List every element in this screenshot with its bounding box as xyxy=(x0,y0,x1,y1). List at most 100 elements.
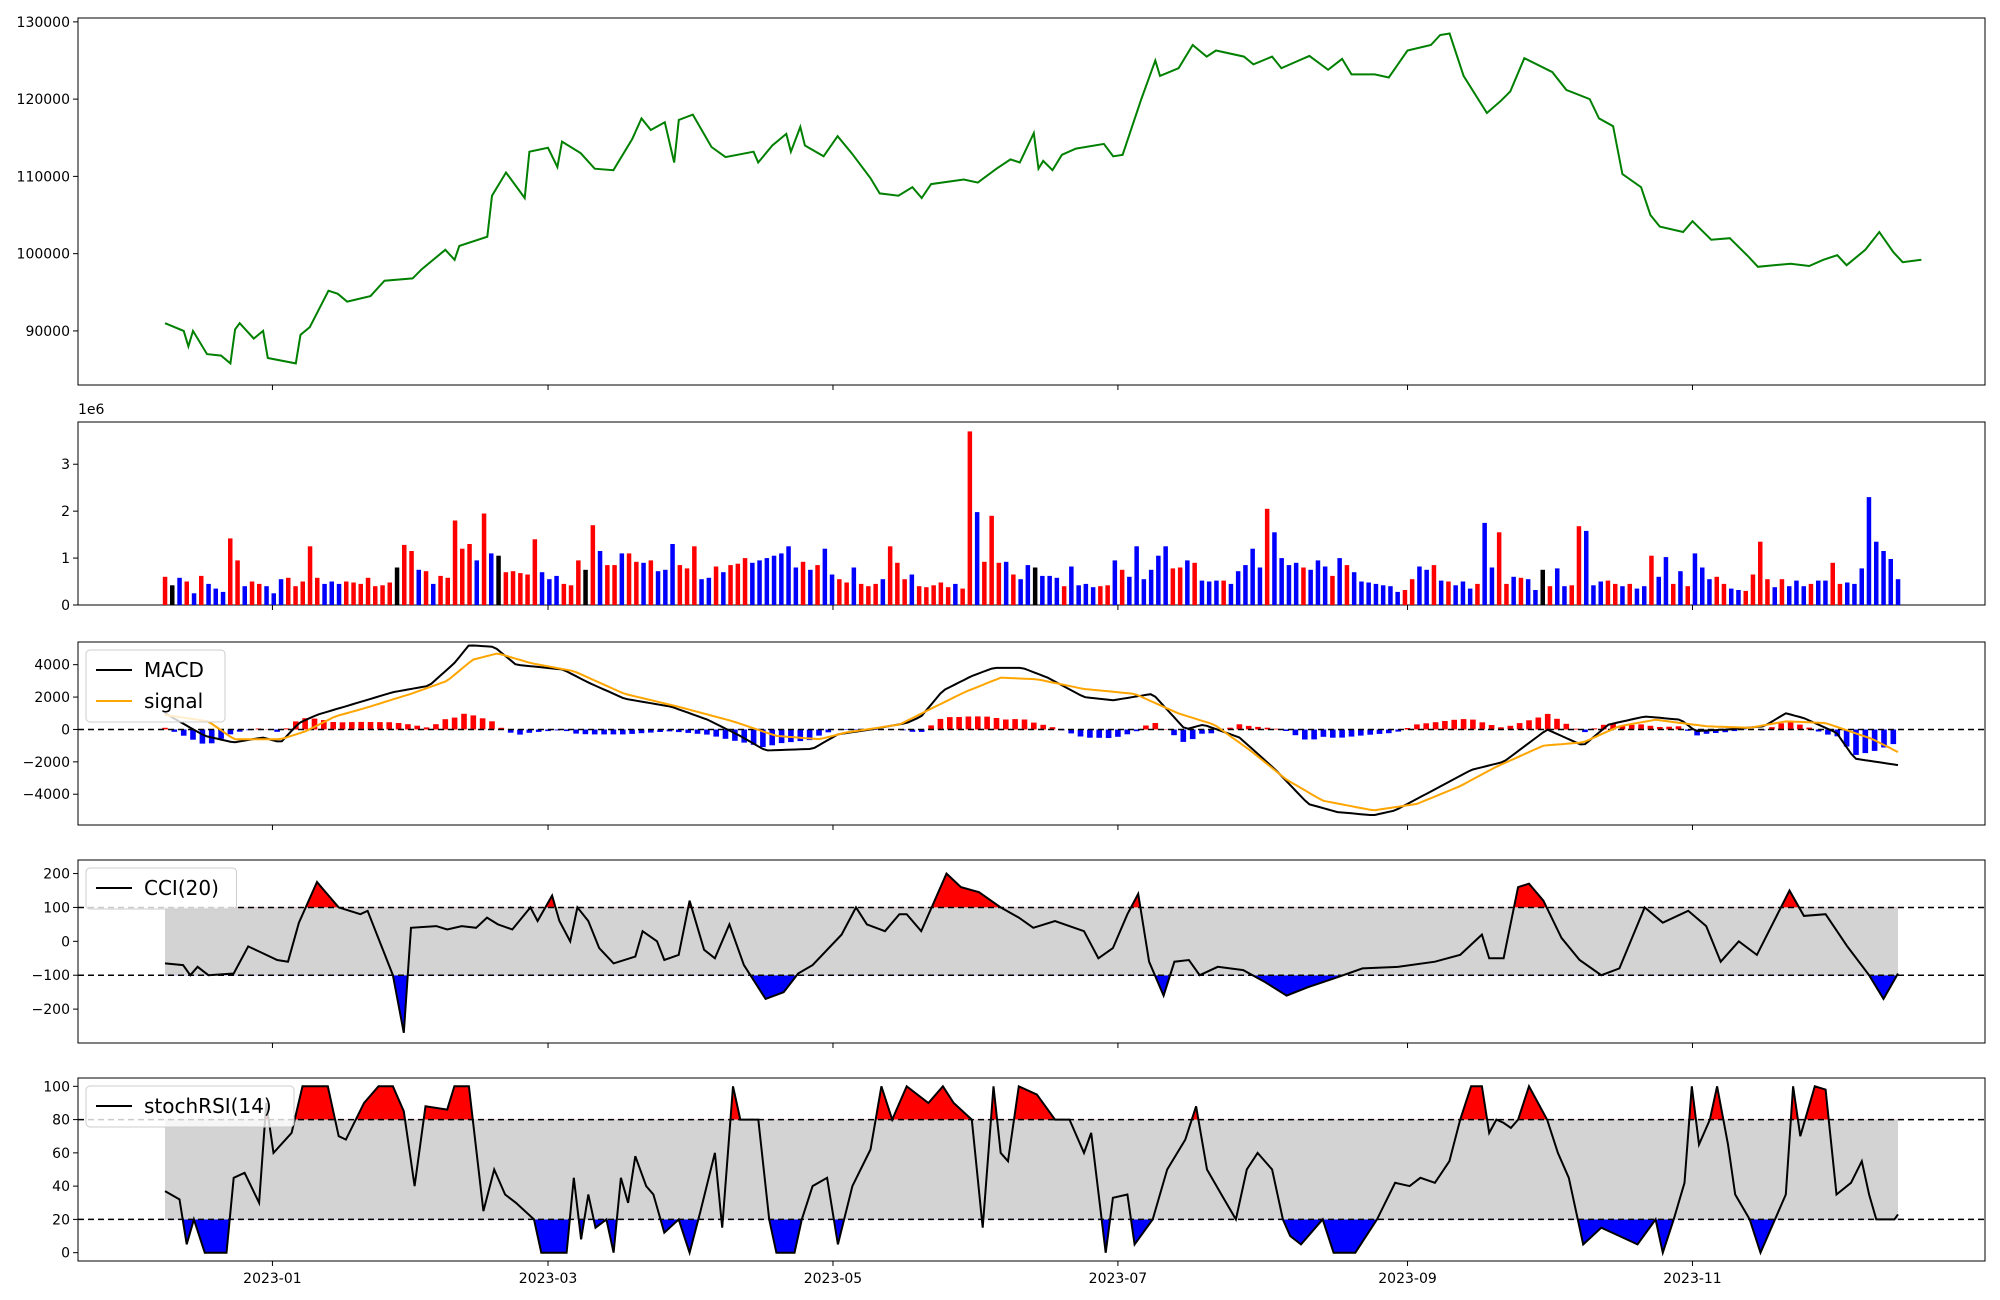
macd-histogram-bar xyxy=(1451,719,1458,730)
macd-histogram-bar xyxy=(1563,723,1570,730)
volume-bar xyxy=(1642,586,1647,605)
volume-bar xyxy=(960,588,965,605)
volume-bar xyxy=(1881,551,1886,605)
cci-ytick-label: −100 xyxy=(32,968,70,984)
volume-bar xyxy=(858,583,864,605)
macd-histogram-bar xyxy=(582,729,589,735)
macd-histogram-bar xyxy=(1778,723,1785,730)
macd-histogram-bar xyxy=(1685,729,1691,731)
volume-bar xyxy=(1105,585,1110,605)
stochrsi-xtick-label: 2023-05 xyxy=(804,1271,863,1287)
macd-histogram-bar xyxy=(947,717,953,730)
volume-bar xyxy=(1156,555,1161,605)
volume-bar xyxy=(554,575,559,605)
volume-bar xyxy=(728,565,733,605)
volume-bar xyxy=(771,555,777,605)
volume-bar xyxy=(1743,590,1748,605)
stochrsi-xtick-label: 2023-11 xyxy=(1663,1271,1722,1287)
volume-bar xyxy=(1888,559,1893,605)
stochrsi-xtick-label: 2023-09 xyxy=(1378,1271,1437,1287)
volume-bar xyxy=(1308,569,1313,605)
volume-bar xyxy=(1475,583,1480,605)
volume-bar xyxy=(1250,548,1255,605)
volume-bar xyxy=(242,586,247,605)
volume-bar xyxy=(510,571,516,605)
volume-bar xyxy=(1765,579,1770,605)
stochrsi-legend-label: stochRSI(14) xyxy=(144,1094,272,1118)
macd-histogram-bar xyxy=(685,729,692,733)
macd-histogram-bar xyxy=(395,723,402,730)
macd-histogram-bar xyxy=(489,721,495,730)
volume-bar xyxy=(409,551,414,605)
macd-histogram-bar xyxy=(629,729,635,734)
volume-bar xyxy=(1808,583,1814,605)
volume-bar xyxy=(619,553,625,605)
macd-histogram-bar xyxy=(573,729,579,734)
macd-histogram-bar xyxy=(1722,729,1729,733)
macd-histogram-bar xyxy=(545,729,551,732)
macd-histogram-bar xyxy=(1731,729,1738,732)
macd-histogram-bar xyxy=(1124,729,1131,735)
cci-ytick-label: 0 xyxy=(61,934,70,950)
macd-histogram-bar xyxy=(414,725,421,730)
volume-bar xyxy=(1663,557,1669,605)
volume-bar xyxy=(648,560,654,605)
macd-histogram-bar xyxy=(788,729,794,743)
volume-bar xyxy=(1511,576,1516,605)
macd-histogram-bar xyxy=(1414,724,1420,730)
macd-histogram-bar xyxy=(1600,724,1607,730)
volume-axes-frame xyxy=(77,421,1986,606)
macd-histogram-bar xyxy=(853,729,860,730)
volume-bar xyxy=(1402,590,1408,605)
volume-bar xyxy=(278,579,284,605)
volume-ytick-label: 0 xyxy=(61,598,70,614)
volume-bar xyxy=(634,561,639,605)
macd-histogram-bar xyxy=(377,722,383,730)
volume-bar xyxy=(1525,579,1531,605)
volume-bar xyxy=(1453,585,1458,605)
macd-histogram-bar xyxy=(1189,729,1196,740)
macd-histogram-bar xyxy=(227,729,234,735)
macd-histogram-bar xyxy=(676,729,682,733)
cci-under-fill xyxy=(392,975,1898,1033)
volume-bar xyxy=(1678,571,1683,605)
volume-bar xyxy=(1700,567,1705,605)
macd-histogram-bar xyxy=(1105,729,1112,738)
macd-histogram-bar xyxy=(909,729,916,732)
macd-histogram-bar xyxy=(470,715,477,730)
cci-panel: −200 −100 0 100 200 CCI(20) xyxy=(32,859,1986,1048)
macd-histogram-bar xyxy=(1797,724,1803,730)
volume-bar xyxy=(866,586,871,605)
volume-bar xyxy=(170,585,175,605)
volume-bar xyxy=(626,553,632,605)
volume-ytick-label: 2 xyxy=(61,504,70,520)
cci-legend-box xyxy=(85,867,237,910)
volume-bar xyxy=(1816,580,1821,605)
macd-histogram-bar xyxy=(1460,719,1467,730)
volume-bar xyxy=(1895,579,1901,605)
volume-bar xyxy=(1591,585,1596,605)
macd-histogram-bar xyxy=(648,729,654,733)
macd-histogram-bar xyxy=(741,729,748,743)
price-panel: 90000 100000 110000 120000 130000 xyxy=(17,15,1986,390)
volume-bar xyxy=(786,546,791,605)
macd-histogram-bar xyxy=(274,729,280,732)
macd-histogram-bar xyxy=(1021,719,1028,730)
volume-bar xyxy=(162,576,168,605)
volume-bar xyxy=(612,565,617,605)
macd-histogram-bar xyxy=(1890,729,1897,745)
macd-histogram-bar xyxy=(993,718,1000,730)
volume-bar xyxy=(460,548,465,605)
volume-bar xyxy=(1192,562,1197,605)
volume-bar xyxy=(655,571,661,605)
volume-bar xyxy=(699,579,704,605)
macd-histogram-bar xyxy=(461,713,467,730)
volume-bar xyxy=(481,513,487,605)
stochrsi-legend-box xyxy=(85,1085,295,1128)
macd-histogram-bar xyxy=(1516,723,1523,730)
volume-ytick-label: 1 xyxy=(61,551,70,567)
cci-line xyxy=(164,871,1899,1033)
volume-bar xyxy=(1069,566,1074,605)
macd-histogram-bar xyxy=(1442,721,1448,730)
